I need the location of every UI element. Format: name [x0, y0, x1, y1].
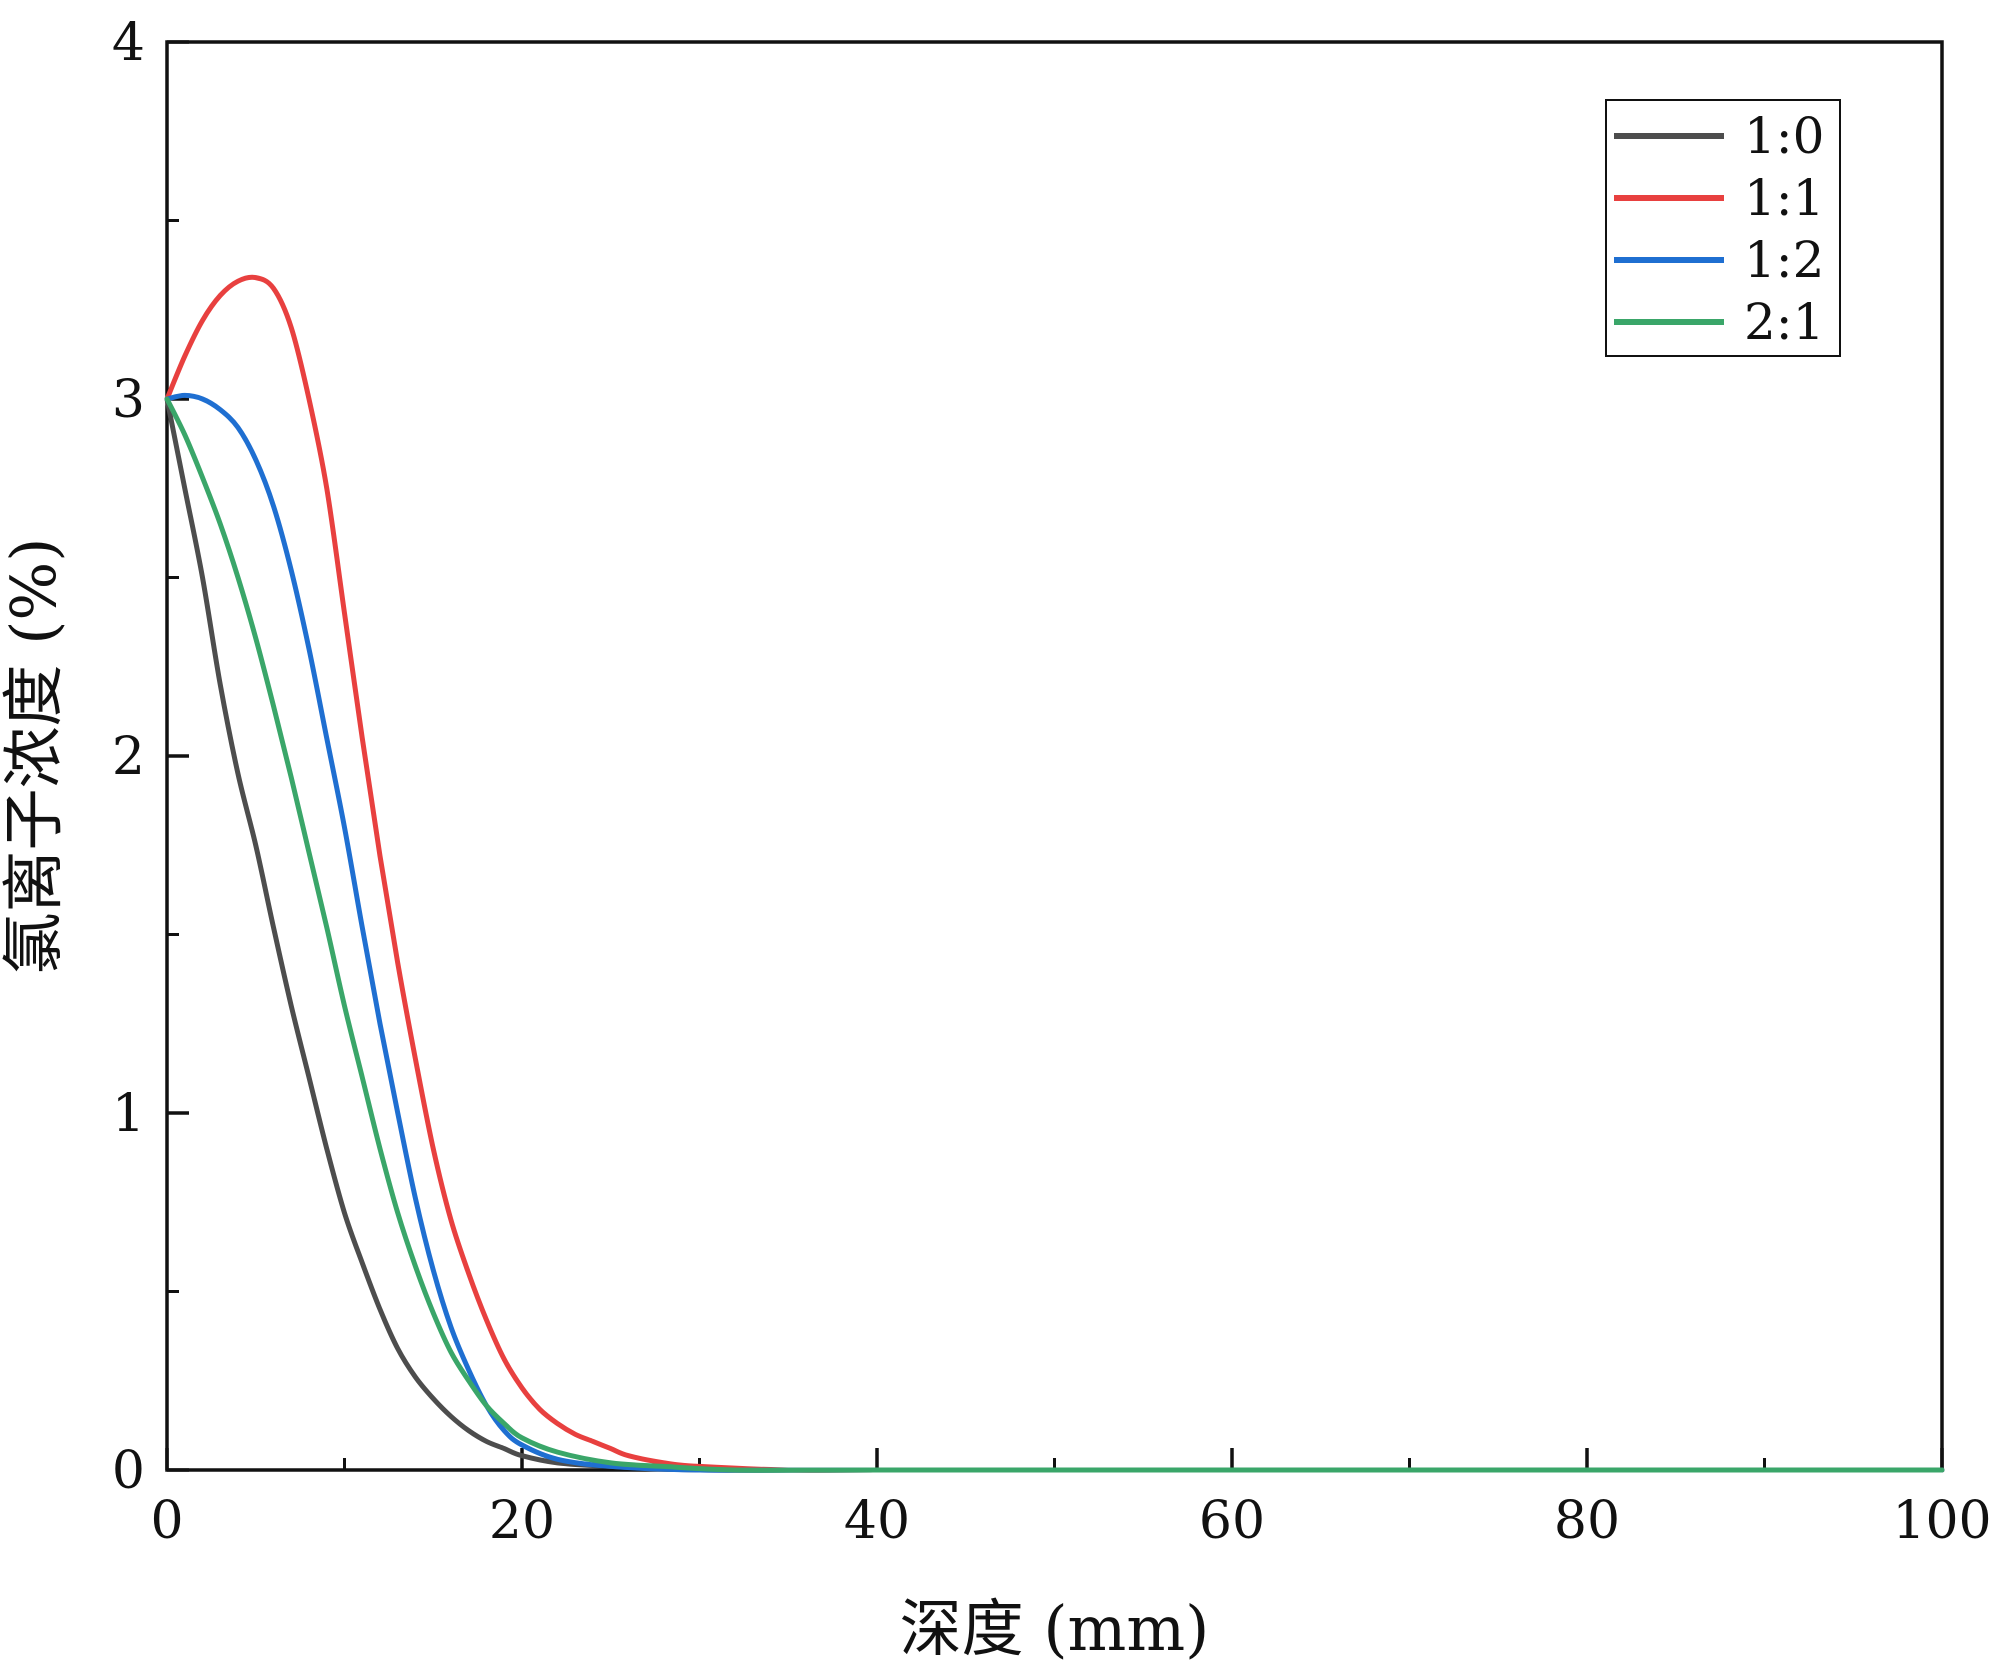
y-axis-title: 氯离子浓度 (%)	[0, 538, 70, 975]
y-tick-label: 0	[112, 1441, 145, 1501]
series-line-4	[164, 396, 1945, 1473]
series-line-2	[164, 274, 1945, 1473]
x-tick-label: 100	[1892, 1491, 1991, 1551]
x-tick-label: 40	[844, 1491, 910, 1551]
y-axis: 0 1 2 3 4	[112, 13, 189, 1501]
legend-label-4: 2:1	[1744, 293, 1824, 351]
y-tick-label: 2	[112, 727, 145, 787]
legend-label-2: 1:1	[1744, 169, 1824, 227]
y-tick-label: 1	[112, 1084, 145, 1144]
legend: 1:01:11:22:1	[1605, 99, 1841, 357]
series-group	[164, 274, 1945, 1473]
x-tick-label: 60	[1199, 1491, 1265, 1551]
x-tick-label: 0	[150, 1491, 183, 1551]
legend-label-1: 1:0	[1744, 107, 1824, 165]
y-tick-label: 4	[112, 13, 145, 73]
legend-box	[1605, 99, 1841, 357]
x-tick-label: 80	[1554, 1491, 1620, 1551]
x-axis: 0 20 40 60 80 100	[150, 1448, 1992, 1551]
legend-label-3: 1:2	[1744, 231, 1824, 289]
x-axis-title: 深度 (mm)	[900, 1592, 1210, 1665]
y-tick-label: 3	[112, 370, 145, 430]
x-tick-label: 20	[489, 1491, 555, 1551]
